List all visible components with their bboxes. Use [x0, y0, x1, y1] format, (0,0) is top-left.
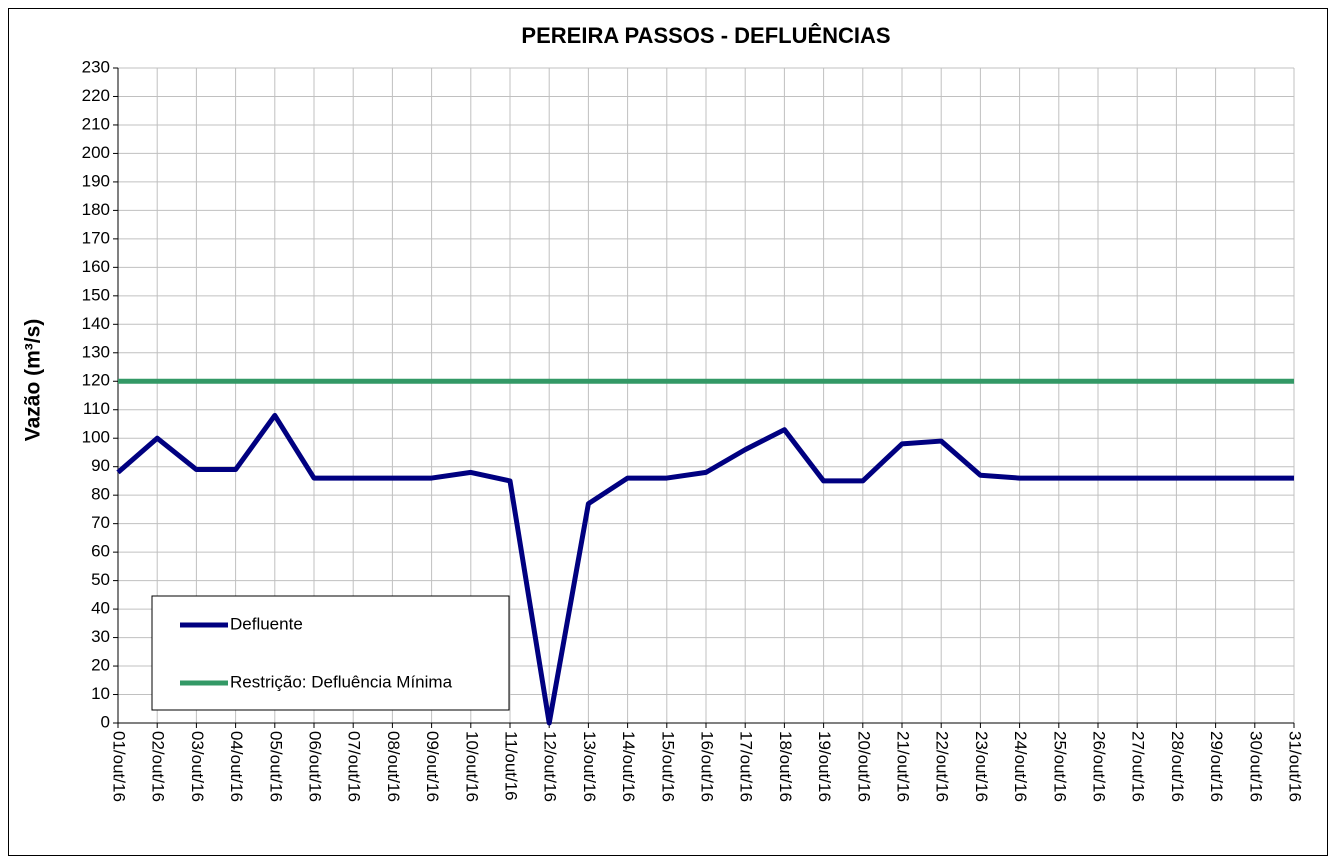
y-tick-label: 90 [91, 456, 110, 475]
x-tick-label: 18/out/16 [776, 731, 795, 802]
x-tick-label: 22/out/16 [933, 731, 952, 802]
y-tick-label: 30 [91, 627, 110, 646]
x-tick-label: 05/out/16 [266, 731, 285, 802]
y-tick-label: 200 [82, 143, 110, 162]
y-tick-label: 110 [83, 399, 110, 418]
x-tick-label: 16/out/16 [698, 731, 717, 802]
x-tick-label: 06/out/16 [306, 731, 325, 802]
x-tick-label: 19/out/16 [815, 731, 834, 802]
x-tick-label: 14/out/16 [619, 731, 638, 802]
x-tick-label: 01/out/16 [110, 731, 129, 802]
x-tick-label: 04/out/16 [227, 731, 246, 802]
x-tick-label: 27/out/16 [1129, 731, 1148, 802]
x-tick-label: 13/out/16 [580, 731, 599, 802]
y-tick-label: 60 [91, 542, 110, 561]
x-tick-label: 17/out/16 [737, 731, 756, 802]
y-tick-label: 220 [82, 86, 110, 105]
x-tick-label: 12/out/16 [541, 731, 560, 802]
x-tick-label: 11/out/16 [502, 731, 521, 801]
y-tick-label: 230 [82, 57, 110, 76]
y-tick-label: 160 [82, 257, 110, 276]
y-axis-title: Vazão (m³/s) [22, 319, 45, 442]
y-tick-label: 10 [91, 684, 110, 703]
x-tick-label: 20/out/16 [854, 731, 873, 802]
y-tick-label: 150 [82, 285, 110, 304]
y-tick-label: 120 [82, 371, 110, 390]
y-tick-label: 170 [82, 228, 110, 247]
data-line [116, 412, 1294, 726]
y-tick-label: 40 [91, 599, 110, 618]
y-tick-label: 20 [91, 656, 110, 675]
y-tick-label: 100 [82, 428, 110, 447]
legend-label: Defluente [230, 614, 303, 633]
x-tick-label: 15/out/16 [658, 731, 677, 802]
x-tick-label: 28/out/16 [1168, 731, 1187, 802]
x-tick-label: 26/out/16 [1090, 731, 1109, 802]
x-tick-label: 09/out/16 [423, 731, 442, 802]
y-tick-label: 210 [82, 114, 110, 133]
x-tick-label: 21/out/16 [894, 731, 913, 802]
chart-border [8, 8, 1328, 856]
y-tick-label: 0 [101, 712, 110, 731]
y-tick-label: 70 [91, 513, 110, 532]
x-tick-label: 31/out/16 [1286, 731, 1305, 802]
y-tick-label: 80 [91, 485, 110, 504]
x-tick-label: 07/out/16 [345, 731, 364, 802]
y-tick-label: 190 [82, 171, 110, 190]
legend-box [151, 595, 510, 711]
y-tick-label: 130 [82, 342, 110, 361]
x-tick-label: 23/out/16 [972, 731, 991, 802]
x-tick-label: 24/out/16 [1011, 731, 1030, 802]
legend-label: Restrição: Defluência Mínima [230, 672, 453, 691]
x-tick-label: 30/out/16 [1246, 731, 1265, 802]
x-tick-label: 10/out/16 [462, 731, 481, 802]
x-tick-label: 25/out/16 [1050, 731, 1069, 802]
x-tick-label: 29/out/16 [1207, 731, 1226, 802]
chart-title: PEREIRA PASSOS - DEFLUÊNCIAS [521, 23, 890, 48]
y-tick-label: 50 [91, 570, 110, 589]
x-tick-label: 02/out/16 [149, 731, 168, 802]
x-tick-label: 03/out/16 [188, 731, 207, 802]
x-tick-label: 08/out/16 [384, 731, 403, 802]
y-tick-label: 140 [82, 314, 110, 333]
y-tick-label: 180 [82, 200, 110, 219]
